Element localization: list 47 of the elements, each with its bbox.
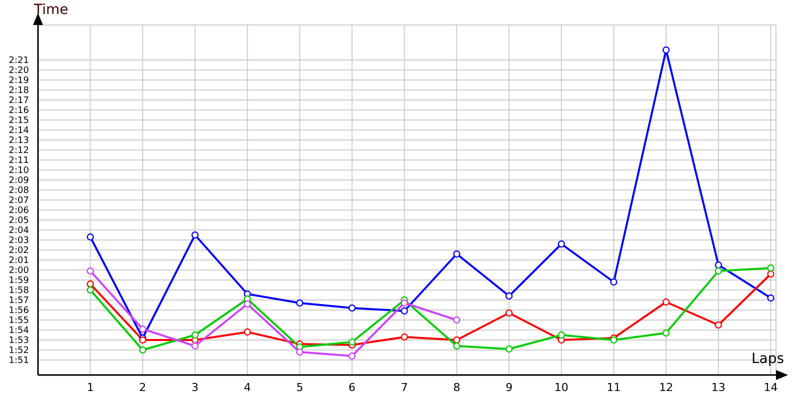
x-tick-label: 1 (86, 380, 94, 394)
x-tick-label: 6 (348, 380, 356, 394)
y-tick-label: 2:19 (8, 76, 30, 86)
y-tick-label: 2:01 (8, 256, 29, 266)
y-tick-label: 2:20 (8, 66, 30, 76)
x-tick-label: 3 (192, 380, 199, 394)
y-tick-label: 1:53 (8, 336, 29, 346)
y-tick-label: 1:57 (8, 296, 29, 306)
y-tick-label: 2:14 (8, 126, 30, 136)
y-tick-label: 2:00 (8, 266, 30, 276)
y-tick-label: 1:54 (8, 326, 30, 336)
x-tick-label: 10 (554, 380, 568, 394)
y-tick-label: 2:05 (8, 216, 29, 226)
y-tick-label: 2:21 (8, 56, 29, 66)
x-tick-label: 14 (764, 380, 778, 394)
x-axis-title: Laps (751, 351, 784, 367)
y-tick-label: 2:12 (8, 146, 29, 156)
y-tick-label: 2:17 (8, 96, 29, 106)
y-tick-label: 2:02 (8, 246, 29, 256)
y-tick-label: 1:55 (8, 316, 29, 326)
y-tick-label: 2:18 (8, 86, 30, 96)
y-tick-label: 1:52 (8, 346, 29, 356)
y-tick-label: 1:56 (8, 306, 30, 316)
x-tick-label: 12 (659, 380, 674, 394)
x-tick-label: 2 (139, 380, 146, 394)
y-tick-label: 2:06 (8, 206, 30, 216)
y-tick-label: 2:08 (8, 186, 30, 196)
y-tick-label: 2:03 (8, 236, 29, 246)
y-tick-label: 2:04 (8, 226, 30, 236)
y-tick-label: 2:10 (8, 166, 30, 176)
y-tick-label: 2:13 (8, 136, 29, 146)
y-tick-label: 2:09 (8, 176, 30, 186)
x-tick-label: 7 (400, 380, 408, 394)
y-tick-label: 1:51 (8, 356, 29, 366)
y-tick-label: 1:58 (8, 286, 30, 296)
y-tick-label: 2:16 (8, 106, 30, 116)
y-tick-label: 2:07 (8, 196, 29, 206)
y-tick-label: 1:59 (8, 276, 30, 286)
x-tick-label: 11 (606, 380, 621, 394)
x-tick-label: 13 (711, 380, 726, 394)
x-tick-label: 9 (506, 380, 513, 394)
x-tick-label: 4 (244, 380, 251, 394)
y-axis-title: Time (34, 2, 68, 18)
y-tick-label: 2:11 (8, 156, 29, 166)
y-tick-label: 2:15 (8, 116, 29, 126)
x-tick-label: 8 (453, 380, 460, 394)
x-tick-label: 5 (296, 380, 304, 394)
